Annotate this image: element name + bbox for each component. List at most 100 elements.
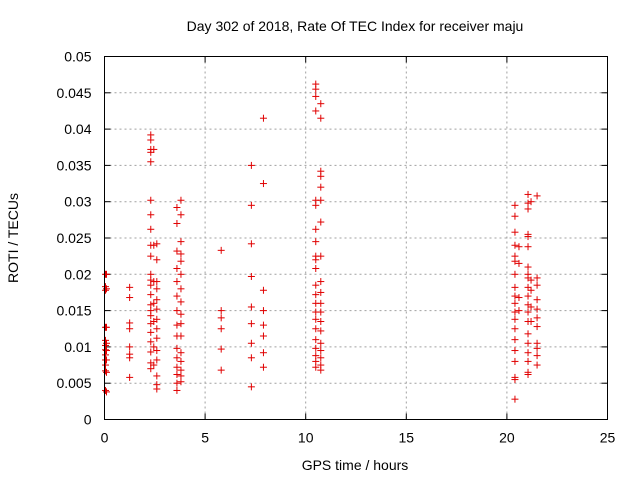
data-point	[317, 366, 325, 374]
data-point	[217, 325, 225, 333]
y-tick-label: 0.02	[64, 266, 91, 282]
data-point	[259, 286, 267, 294]
data-point	[533, 361, 541, 369]
data-point	[317, 196, 325, 204]
data-point	[524, 233, 532, 241]
data-point	[259, 321, 267, 329]
data-point	[173, 292, 181, 300]
data-point	[511, 292, 519, 300]
data-point	[177, 238, 185, 246]
y-tick-label: 0.005	[56, 375, 91, 391]
data-point	[150, 145, 158, 153]
data-point	[317, 299, 325, 307]
data-point	[524, 283, 532, 291]
data-point	[153, 315, 161, 323]
data-point	[312, 238, 320, 246]
data-point	[147, 312, 155, 320]
data-point	[153, 347, 161, 355]
y-tick-label: 0.015	[56, 303, 91, 319]
x-tick-label: 10	[298, 430, 314, 446]
data-point	[177, 332, 185, 340]
y-axis-label: ROTI / TECUs	[5, 193, 21, 283]
data-point	[173, 321, 181, 329]
y-tick-labels: 0 0.005 0.01 0.015 0.02 0.025 0.03 0.035 0.04 0.0…	[56, 49, 91, 428]
data-point	[173, 278, 181, 286]
x-tick-label: 15	[399, 430, 415, 446]
data-point	[317, 339, 325, 347]
y-tick-label: 0.05	[64, 49, 91, 65]
data-point	[527, 303, 535, 311]
y-tick-label: 0.035	[56, 157, 91, 173]
data-point	[527, 198, 535, 206]
data-point	[247, 201, 255, 209]
data-point	[173, 219, 181, 227]
data-point	[177, 285, 185, 293]
x-axis-label: GPS time / hours	[302, 457, 409, 473]
data-point	[259, 114, 267, 122]
data-point	[312, 363, 320, 371]
data-point	[217, 345, 225, 353]
data-point	[511, 325, 519, 333]
data-point	[312, 256, 320, 264]
data-point	[147, 291, 155, 299]
x-tick-label: 25	[600, 430, 616, 446]
data-point	[177, 298, 185, 306]
data-point	[515, 243, 523, 251]
data-point	[102, 367, 110, 375]
data-point	[177, 250, 185, 258]
chart-title: Day 302 of 2018, Rate Of TEC Index for r…	[187, 18, 524, 34]
y-tick-label: 0.03	[64, 194, 91, 210]
data-point	[317, 354, 325, 362]
data-points	[102, 80, 541, 403]
data-point	[515, 259, 523, 267]
data-point	[247, 272, 255, 280]
grid-lines	[104, 56, 608, 420]
data-point	[312, 281, 320, 289]
data-point	[147, 211, 155, 219]
data-point	[511, 257, 519, 265]
data-point	[533, 305, 541, 313]
data-point	[177, 196, 185, 204]
data-point	[511, 201, 519, 209]
data-point	[317, 172, 325, 180]
data-point	[217, 366, 225, 374]
data-point	[259, 332, 267, 340]
data-point	[527, 286, 535, 294]
data-point	[317, 308, 325, 316]
data-point	[533, 192, 541, 200]
data-point	[524, 339, 532, 347]
data-point	[147, 281, 155, 289]
data-point	[533, 323, 541, 331]
data-point	[533, 296, 541, 304]
data-point	[173, 370, 181, 378]
data-point	[533, 274, 541, 282]
data-point	[511, 395, 519, 403]
data-point	[259, 349, 267, 357]
data-point	[317, 278, 325, 286]
data-point	[177, 310, 185, 318]
data-point	[247, 320, 255, 328]
data-point	[524, 190, 532, 198]
data-point	[153, 305, 161, 313]
data-point	[524, 330, 532, 338]
data-point	[217, 307, 225, 315]
data-point	[247, 303, 255, 311]
data-point	[527, 276, 535, 284]
data-point	[147, 328, 155, 336]
data-point	[153, 296, 161, 304]
plot-frame	[104, 56, 608, 420]
data-point	[317, 288, 325, 296]
data-point	[177, 357, 185, 365]
data-point	[511, 357, 519, 365]
data-point	[312, 325, 320, 333]
data-point	[511, 283, 519, 291]
data-point	[524, 357, 532, 365]
data-point	[533, 281, 541, 289]
y-tick-label: 0.025	[56, 230, 91, 246]
data-point	[511, 315, 519, 323]
data-point	[173, 354, 181, 362]
data-point	[511, 347, 519, 355]
data-point	[177, 257, 185, 265]
data-point	[173, 386, 181, 394]
